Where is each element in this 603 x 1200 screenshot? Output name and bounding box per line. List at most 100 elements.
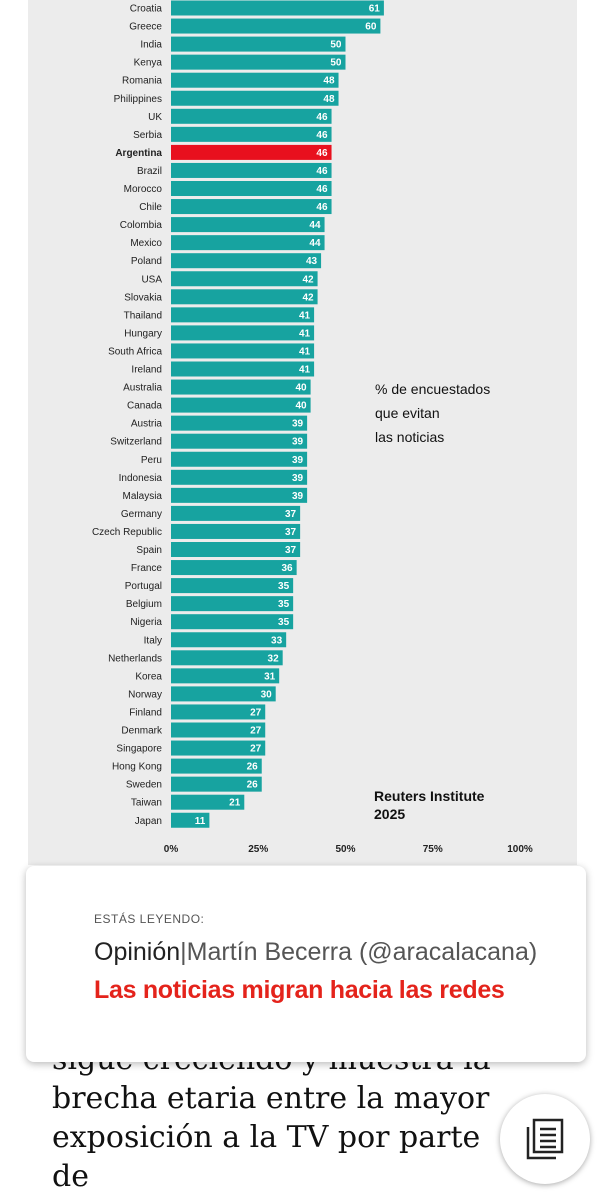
value-label: 41 — [299, 310, 311, 321]
article-title[interactable]: Las noticias migran hacia las redes — [94, 976, 505, 1004]
category-label: Australia — [123, 383, 162, 394]
category-label: Hong Kong — [112, 762, 162, 773]
value-label: 43 — [306, 256, 318, 267]
category-label: Philippines — [114, 94, 162, 105]
reader-mode-button[interactable] — [500, 1094, 590, 1184]
bar-peru — [171, 451, 308, 467]
bar-portugal — [171, 578, 294, 594]
bar-indonesia — [171, 469, 308, 485]
value-label: 46 — [316, 112, 328, 123]
value-label: 35 — [278, 581, 290, 592]
bar-poland — [171, 253, 322, 269]
value-label: 26 — [247, 762, 259, 773]
bar-chile — [171, 199, 332, 215]
category-label: Netherlands — [108, 653, 162, 664]
bar-colombia — [171, 217, 325, 233]
category-label: Sweden — [126, 780, 162, 791]
category-label: Argentina — [115, 148, 162, 159]
value-label: 39 — [292, 437, 304, 448]
bar-italy — [171, 632, 287, 648]
bar-philippines — [171, 90, 339, 106]
legend-line-2: que evitan — [375, 405, 440, 421]
bar-morocco — [171, 181, 332, 196]
value-label: 39 — [292, 491, 304, 502]
category-label: Switzerland — [110, 437, 162, 448]
category-label: Norway — [128, 689, 162, 700]
bar-malaysia — [171, 487, 308, 503]
category-label: Peru — [141, 455, 162, 466]
value-label: 46 — [316, 166, 328, 177]
bar-taiwan — [171, 794, 245, 810]
value-label: 27 — [250, 707, 262, 718]
value-label: 36 — [282, 563, 294, 574]
category-label: Greece — [129, 22, 162, 33]
value-label: 26 — [247, 780, 259, 791]
bar-argentina — [171, 144, 332, 160]
x-tick-label: 100% — [507, 844, 533, 855]
x-tick-label: 50% — [335, 844, 355, 855]
value-label: 41 — [299, 346, 311, 357]
category-label: France — [131, 563, 163, 574]
bar-croatia — [171, 0, 384, 16]
legend-line-1: % de encuestados — [375, 381, 490, 397]
bar-uk — [171, 108, 332, 124]
bar-brazil — [171, 162, 332, 178]
value-label: 46 — [316, 148, 328, 159]
bar-ireland — [171, 361, 315, 377]
category-label: Indonesia — [119, 473, 163, 484]
value-label: 46 — [316, 184, 328, 195]
category-label: Singapore — [116, 744, 162, 755]
value-label: 39 — [292, 419, 304, 430]
bar-czech-republic — [171, 523, 301, 539]
source-line-1: Reuters Institute — [374, 788, 485, 804]
x-tick-label: 25% — [248, 844, 268, 855]
bar-usa — [171, 271, 318, 287]
value-label: 48 — [323, 94, 335, 105]
category-label: Chile — [139, 202, 162, 213]
bar-spain — [171, 542, 301, 557]
bar-south-africa — [171, 343, 315, 359]
value-label: 35 — [278, 617, 290, 628]
value-label: 50 — [330, 40, 342, 51]
now-reading-card[interactable]: ESTÁS LEYENDO: Opinión|Martín Becerra (@… — [26, 866, 586, 1062]
category-label: Taiwan — [131, 798, 162, 809]
category-label: South Africa — [108, 346, 162, 357]
category-label: Romania — [122, 76, 162, 87]
value-label: 33 — [271, 635, 283, 646]
value-label: 46 — [316, 130, 328, 141]
article-line: exposición a la TV por parte de — [52, 1120, 481, 1194]
x-tick-label: 75% — [423, 844, 443, 855]
value-label: 35 — [278, 599, 290, 610]
category-label: Finland — [129, 707, 162, 718]
value-label: 48 — [323, 76, 335, 87]
category-label: Malaysia — [123, 491, 163, 502]
source-line-2: 2025 — [374, 806, 405, 822]
category-label: Spain — [136, 545, 162, 556]
bar-nigeria — [171, 614, 294, 630]
value-label: 27 — [250, 726, 262, 737]
bar-canada — [171, 397, 311, 413]
bar-denmark — [171, 722, 266, 738]
value-label: 60 — [365, 22, 377, 33]
author-label[interactable]: Martín Becerra (@aracalacana) — [186, 938, 538, 966]
category-label: Denmark — [121, 726, 163, 737]
category-label: Belgium — [126, 599, 162, 610]
article-line: brecha etaria entre la mayor — [52, 1081, 490, 1116]
value-label: 40 — [295, 401, 307, 412]
category-label: Brazil — [137, 166, 162, 177]
value-label: 27 — [250, 744, 262, 755]
category-label: Japan — [135, 816, 162, 827]
value-label: 37 — [285, 509, 297, 520]
section-label[interactable]: Opinión — [94, 938, 181, 966]
category-label: UK — [148, 112, 162, 123]
category-label: Thailand — [124, 310, 162, 321]
value-label: 44 — [309, 238, 321, 249]
chart-panel: Croatia 61 Greece 60 India 50 Kenya 50 Romania 48… — [28, 0, 577, 865]
category-label: Italy — [144, 635, 162, 646]
value-label: 41 — [299, 365, 311, 376]
value-label: 32 — [268, 653, 280, 664]
bar-thailand — [171, 307, 315, 323]
bar-australia — [171, 379, 311, 395]
category-label: Czech Republic — [92, 527, 162, 538]
bar-romania — [171, 72, 339, 88]
